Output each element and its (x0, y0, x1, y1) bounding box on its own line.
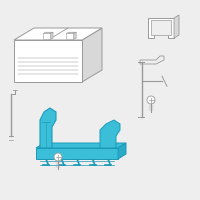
Polygon shape (66, 32, 76, 33)
Polygon shape (40, 108, 56, 148)
Polygon shape (82, 28, 102, 82)
Polygon shape (36, 143, 126, 148)
Polygon shape (148, 18, 174, 38)
Polygon shape (50, 32, 53, 39)
Polygon shape (100, 120, 120, 148)
Polygon shape (43, 32, 53, 33)
Circle shape (147, 96, 155, 104)
Polygon shape (118, 143, 126, 159)
Polygon shape (66, 33, 73, 39)
Polygon shape (151, 20, 171, 35)
Circle shape (54, 153, 62, 161)
Polygon shape (36, 148, 118, 159)
Polygon shape (73, 32, 76, 39)
Polygon shape (14, 40, 82, 82)
Polygon shape (43, 33, 50, 39)
Polygon shape (174, 15, 179, 38)
Polygon shape (14, 28, 102, 40)
